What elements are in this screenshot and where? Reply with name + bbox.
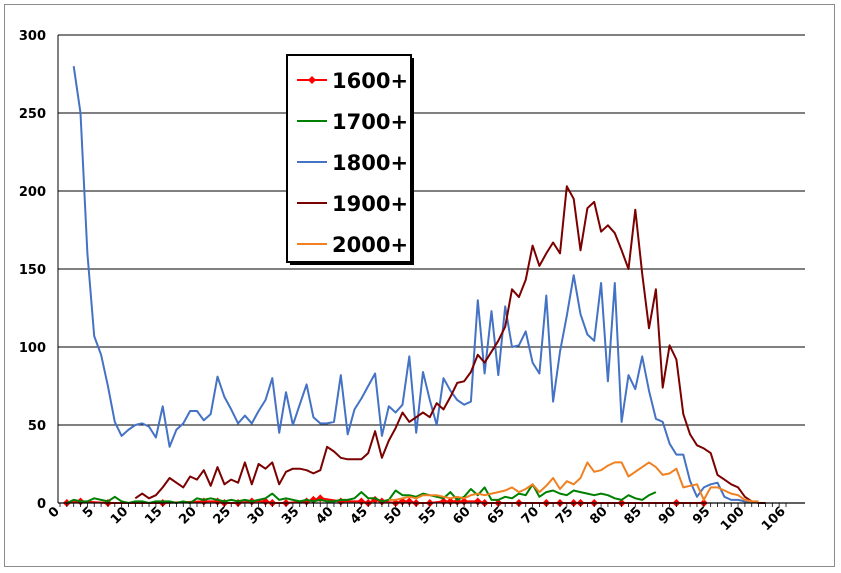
y-tick-label: 200 — [19, 185, 46, 200]
x-tick-label: 15 — [142, 504, 165, 527]
series-2000-plus — [388, 461, 759, 503]
series-line — [388, 461, 759, 503]
legend-item: 1600+ — [297, 69, 408, 93]
legend-marker — [308, 76, 316, 84]
x-tick-label: 55 — [416, 504, 439, 527]
x-tick-label: 70 — [519, 504, 542, 527]
series-line — [72, 66, 752, 503]
x-tick-label: 10 — [108, 504, 131, 527]
y-tick-label: 50 — [28, 419, 46, 434]
x-tick-label: 60 — [450, 504, 473, 527]
x-tick-label: 100 — [718, 504, 748, 534]
legend-item: 1800+ — [297, 151, 408, 175]
gridlines — [58, 34, 805, 426]
x-tick-label: 50 — [382, 504, 405, 527]
legend-label: 1700+ — [332, 110, 408, 134]
legend-label: 1800+ — [332, 151, 408, 175]
legend-label: 1900+ — [332, 192, 408, 216]
x-tick-label: 65 — [485, 504, 508, 527]
legend-box — [286, 54, 412, 263]
series-line — [66, 483, 657, 504]
x-tick-label: 85 — [622, 504, 645, 527]
legend-label: 1600+ — [332, 69, 408, 93]
x-tick-label: 80 — [587, 504, 610, 527]
legend-item: 1700+ — [297, 110, 408, 134]
series-1900-plus — [134, 185, 766, 504]
y-tick-labels: 0 50 100 150 200 250 300 — [19, 29, 46, 512]
series-1700-plus — [66, 483, 657, 504]
y-tick-label: 300 — [19, 29, 46, 44]
series-line — [134, 185, 766, 504]
x-tick-label: 25 — [211, 504, 234, 527]
y-tick-label: 150 — [19, 263, 46, 278]
x-tick-label: 45 — [348, 504, 371, 527]
x-tick-label: 106 — [759, 504, 789, 534]
x-tick-label: 75 — [553, 504, 576, 527]
x-tick-label: 35 — [279, 504, 302, 527]
axes — [57, 35, 805, 507]
x-tick-label: 20 — [176, 504, 199, 527]
x-tick-label: 90 — [656, 504, 679, 527]
legend-item: 2000+ — [297, 233, 408, 257]
series-lines — [62, 66, 766, 507]
legend: 1600+ 1700+ 1800+ 1900+ 2000+ — [286, 54, 414, 265]
x-tick-label: 95 — [690, 504, 713, 527]
y-tick-label: 0 — [37, 497, 46, 512]
y-tick-label: 250 — [19, 107, 46, 122]
x-tick-label: 40 — [313, 504, 336, 527]
chart-frame — [4, 4, 835, 567]
series-1800-plus — [72, 66, 752, 503]
legend-label: 2000+ — [332, 233, 408, 257]
x-tick-label: 30 — [245, 504, 268, 527]
y-tick-label: 100 — [19, 341, 46, 356]
legend-item: 1900+ — [297, 192, 408, 216]
x-tick-labels: 0 5 10 15 20 25 30 35 40 45 50 55 60 65 70 75 80 85 90 95 10… — [46, 504, 789, 534]
